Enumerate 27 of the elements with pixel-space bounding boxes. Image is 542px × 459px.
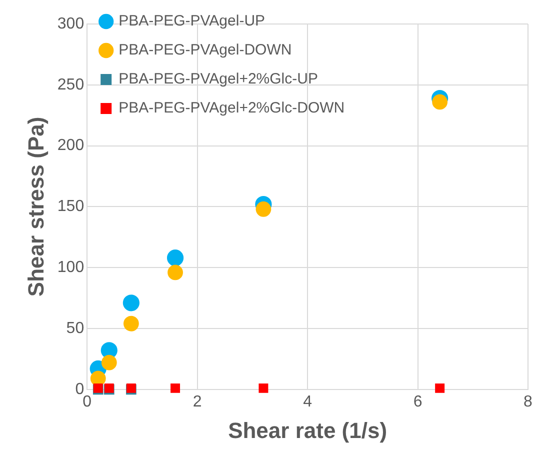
x-tick-label: 2 [192,393,202,410]
y-tick-label: 250 [57,76,84,94]
y-tick-label: 100 [57,259,84,276]
legend-label: PBA-PEG-PVAgel+2%Glc-DOWN [118,100,345,117]
point [101,354,117,370]
legend-label: PBA-PEG-PVAgel-UP [118,12,266,30]
y-tick-label: 150 [57,198,84,216]
legend-label: PBA-PEG-PVAgel-DOWN [118,42,292,59]
point [166,250,184,266]
point [258,383,268,393]
point [122,294,140,312]
point [170,383,180,393]
point [432,94,448,110]
point [168,264,183,280]
point [256,201,272,217]
point [435,383,445,393]
legend-label: PBA-PEG-PVAgel+2%Glc-UP [118,70,318,88]
x-tick-label: 4 [303,393,312,410]
point [123,316,139,332]
y-tick-label: 50 [66,320,84,337]
y-axis-title: Shear stress (Pa) [23,116,48,297]
x-axis-title: Shear rate (1/s) [228,418,388,443]
y-tick-label: 0 [75,380,84,398]
y-tick-label: 200 [57,137,84,154]
x-tick-label: 6 [413,393,422,410]
y-tick-label: 300 [57,15,84,32]
x-tick-label: 8 [524,393,533,410]
